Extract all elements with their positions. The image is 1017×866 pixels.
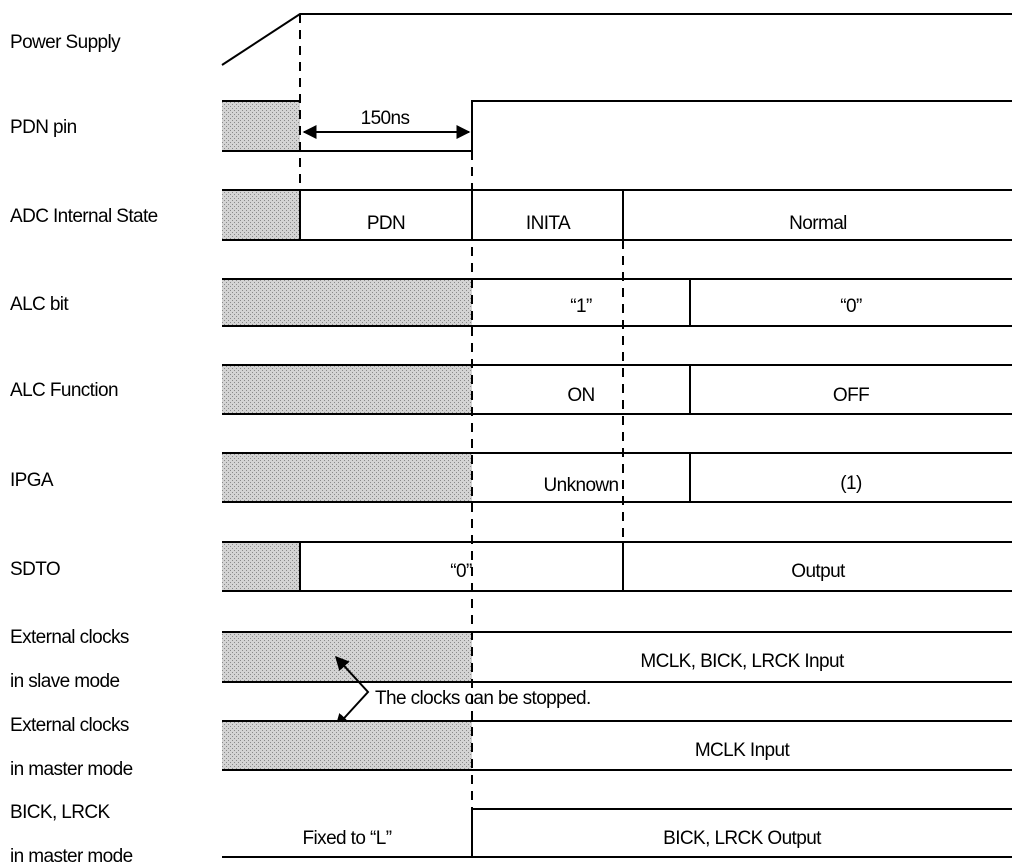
- power-supply-label: Power Supply: [10, 32, 121, 53]
- ipga-waveform: Unknown (1): [222, 452, 1012, 503]
- clk-slave-label-line2: in slave mode: [10, 671, 119, 692]
- clk-master-waveform: MCLK Input: [222, 720, 1012, 771]
- alc-bit-waveform: “1” “0”: [222, 278, 1012, 327]
- clk-slave-state: MCLK, BICK, LRCK Input: [640, 651, 845, 672]
- timing-150ns: 150ns: [361, 108, 410, 129]
- bick-output: BICK, LRCK Output: [663, 828, 822, 849]
- alc-bit-state-0: “0”: [840, 296, 862, 317]
- clk-master-label-line1: External clocks: [10, 715, 129, 736]
- clk-master-label-line2: in master mode: [10, 759, 133, 780]
- alc-function-off: OFF: [833, 385, 869, 406]
- sdto-output: Output: [791, 561, 846, 582]
- sdto-label: SDTO: [10, 559, 60, 580]
- pdn-pin-label: PDN pin: [10, 117, 77, 138]
- ipga-unknown: Unknown: [543, 475, 618, 496]
- sdto-state-0: “0”: [450, 561, 472, 582]
- adc-state-inita: INITA: [526, 213, 571, 234]
- adc-state-normal: Normal: [789, 213, 847, 234]
- clk-slave-label-line1: External clocks: [10, 627, 129, 648]
- power-supply-waveform: [221, 13, 1012, 66]
- adc-state-label: ADC Internal State: [10, 206, 158, 227]
- adc-state-pdn: PDN: [367, 213, 405, 234]
- clocks-stopped-annotation: The clocks can be stopped.: [335, 655, 591, 729]
- alc-bit-label: ALC bit: [10, 294, 69, 315]
- bick-label-line2: in master mode: [10, 846, 133, 866]
- bick-fixed-l: Fixed to “L”: [303, 828, 392, 849]
- ipga-note-1: (1): [840, 473, 862, 494]
- clk-slave-waveform: MCLK, BICK, LRCK Input: [222, 631, 1012, 683]
- adc-state-waveform: PDN INITA Normal: [222, 189, 1012, 241]
- pdn-pin-waveform: 150ns: [222, 100, 1012, 152]
- alc-function-on: ON: [567, 385, 594, 406]
- sdto-waveform: “0” Output: [222, 541, 1012, 592]
- ipga-label: IPGA: [10, 470, 54, 491]
- clk-master-state: MCLK Input: [695, 740, 791, 761]
- bick-waveform: Fixed to “L” BICK, LRCK Output: [222, 808, 1012, 858]
- alc-function-label: ALC Function: [10, 380, 118, 401]
- alc-function-waveform: ON OFF: [222, 364, 1012, 415]
- clocks-stopped-text: The clocks can be stopped.: [375, 688, 591, 709]
- bick-label-line1: BICK, LRCK: [10, 802, 111, 823]
- alc-bit-state-1: “1”: [570, 296, 592, 317]
